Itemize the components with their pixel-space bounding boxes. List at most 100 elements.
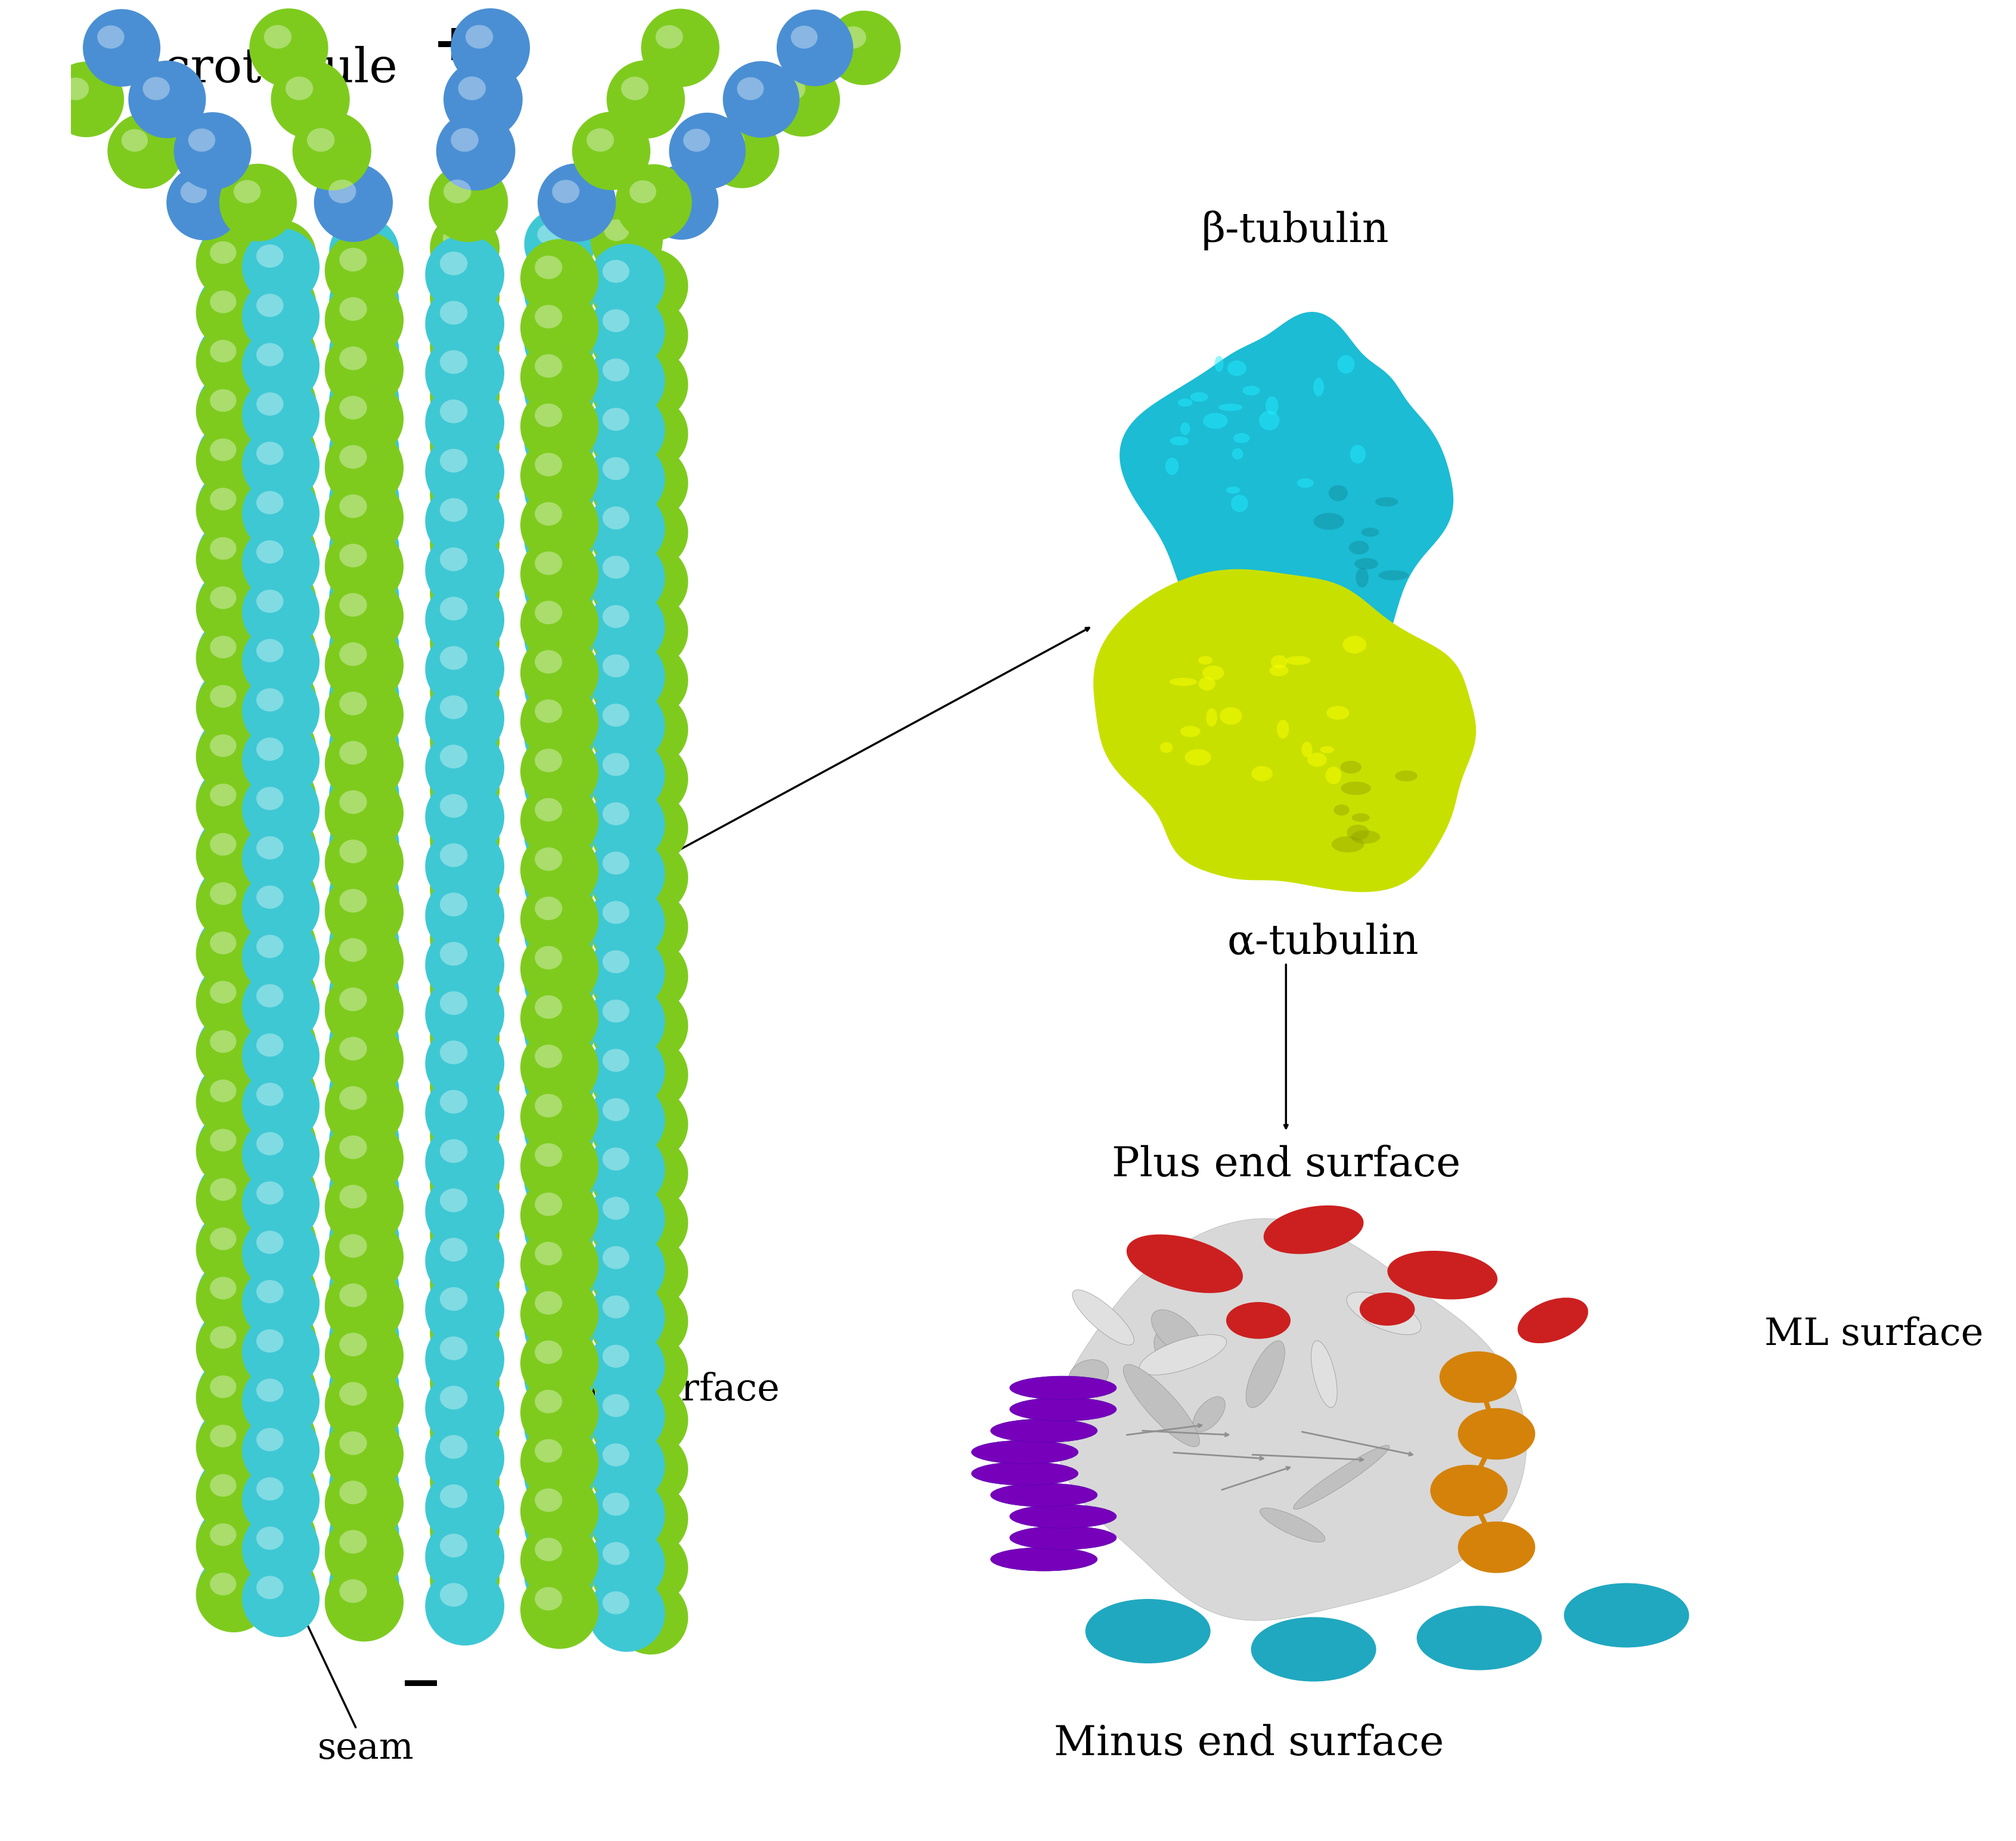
Ellipse shape	[210, 633, 236, 655]
Ellipse shape	[343, 873, 367, 893]
Ellipse shape	[210, 587, 236, 609]
Ellipse shape	[534, 1390, 562, 1414]
Ellipse shape	[538, 668, 562, 689]
Ellipse shape	[210, 1572, 236, 1596]
Ellipse shape	[258, 1270, 284, 1292]
Ellipse shape	[534, 797, 562, 821]
Ellipse shape	[196, 1114, 272, 1189]
Ellipse shape	[198, 913, 270, 987]
Ellipse shape	[591, 1092, 663, 1164]
Ellipse shape	[270, 61, 349, 138]
Ellipse shape	[429, 1198, 500, 1268]
Ellipse shape	[1246, 1340, 1284, 1408]
Ellipse shape	[524, 898, 595, 970]
Ellipse shape	[605, 416, 629, 438]
Ellipse shape	[329, 1252, 399, 1322]
Ellipse shape	[429, 361, 500, 431]
Ellipse shape	[439, 793, 468, 817]
Ellipse shape	[444, 523, 468, 545]
Ellipse shape	[603, 1099, 629, 1121]
Ellipse shape	[439, 1337, 468, 1360]
Ellipse shape	[210, 735, 236, 757]
Ellipse shape	[1296, 479, 1314, 488]
Ellipse shape	[425, 433, 504, 512]
Ellipse shape	[190, 131, 216, 151]
Ellipse shape	[276, 64, 345, 134]
Ellipse shape	[246, 1502, 317, 1574]
Ellipse shape	[627, 462, 653, 484]
Ellipse shape	[246, 959, 317, 1031]
Ellipse shape	[329, 1401, 399, 1471]
Ellipse shape	[442, 116, 510, 186]
Ellipse shape	[1306, 753, 1327, 768]
Ellipse shape	[605, 1059, 629, 1079]
Ellipse shape	[452, 9, 530, 87]
Ellipse shape	[429, 311, 500, 381]
Ellipse shape	[258, 1173, 284, 1193]
Ellipse shape	[242, 525, 321, 602]
Ellipse shape	[425, 777, 504, 856]
Ellipse shape	[242, 573, 321, 652]
Ellipse shape	[258, 974, 284, 996]
Ellipse shape	[210, 1129, 236, 1151]
Ellipse shape	[534, 1094, 562, 1117]
Ellipse shape	[196, 471, 272, 547]
Ellipse shape	[534, 650, 562, 674]
Ellipse shape	[1302, 742, 1312, 757]
Ellipse shape	[210, 1471, 236, 1493]
Ellipse shape	[1429, 1465, 1508, 1517]
Ellipse shape	[256, 1379, 284, 1401]
Ellipse shape	[444, 967, 468, 989]
Ellipse shape	[611, 64, 681, 134]
Ellipse shape	[589, 539, 665, 617]
Ellipse shape	[520, 1027, 599, 1106]
Ellipse shape	[591, 1338, 663, 1410]
Ellipse shape	[589, 933, 665, 1011]
Ellipse shape	[444, 622, 468, 643]
Ellipse shape	[613, 298, 687, 372]
Ellipse shape	[1010, 1397, 1117, 1421]
Ellipse shape	[339, 1186, 367, 1208]
Ellipse shape	[589, 687, 665, 764]
Ellipse shape	[444, 869, 468, 889]
Ellipse shape	[425, 1221, 504, 1300]
Ellipse shape	[325, 873, 403, 952]
Ellipse shape	[325, 1070, 403, 1149]
Ellipse shape	[254, 13, 325, 83]
Ellipse shape	[329, 908, 399, 978]
Ellipse shape	[329, 1105, 399, 1175]
Ellipse shape	[425, 1517, 504, 1596]
Ellipse shape	[1218, 403, 1242, 411]
Ellipse shape	[591, 944, 663, 1016]
Ellipse shape	[196, 423, 272, 499]
Ellipse shape	[603, 409, 629, 431]
Ellipse shape	[429, 657, 500, 727]
Ellipse shape	[683, 129, 710, 151]
Ellipse shape	[210, 1570, 236, 1591]
Ellipse shape	[198, 814, 270, 887]
Ellipse shape	[603, 1493, 629, 1515]
Ellipse shape	[589, 342, 665, 420]
Ellipse shape	[627, 1349, 653, 1372]
Ellipse shape	[1270, 665, 1288, 676]
Ellipse shape	[613, 742, 687, 816]
Ellipse shape	[242, 1016, 321, 1095]
Ellipse shape	[429, 954, 500, 1022]
Ellipse shape	[627, 363, 653, 385]
Ellipse shape	[444, 573, 468, 595]
Ellipse shape	[524, 1195, 595, 1265]
Ellipse shape	[439, 1090, 468, 1114]
Ellipse shape	[198, 272, 270, 346]
Ellipse shape	[1333, 836, 1365, 852]
Ellipse shape	[258, 926, 284, 946]
Text: β-tubulin: β-tubulin	[1202, 210, 1389, 250]
Ellipse shape	[196, 965, 272, 1040]
Ellipse shape	[198, 1504, 270, 1578]
Ellipse shape	[210, 488, 236, 510]
Ellipse shape	[534, 1143, 562, 1167]
Ellipse shape	[258, 1418, 284, 1440]
Ellipse shape	[444, 475, 468, 495]
Ellipse shape	[325, 823, 403, 902]
Ellipse shape	[210, 534, 236, 556]
Ellipse shape	[538, 816, 562, 836]
